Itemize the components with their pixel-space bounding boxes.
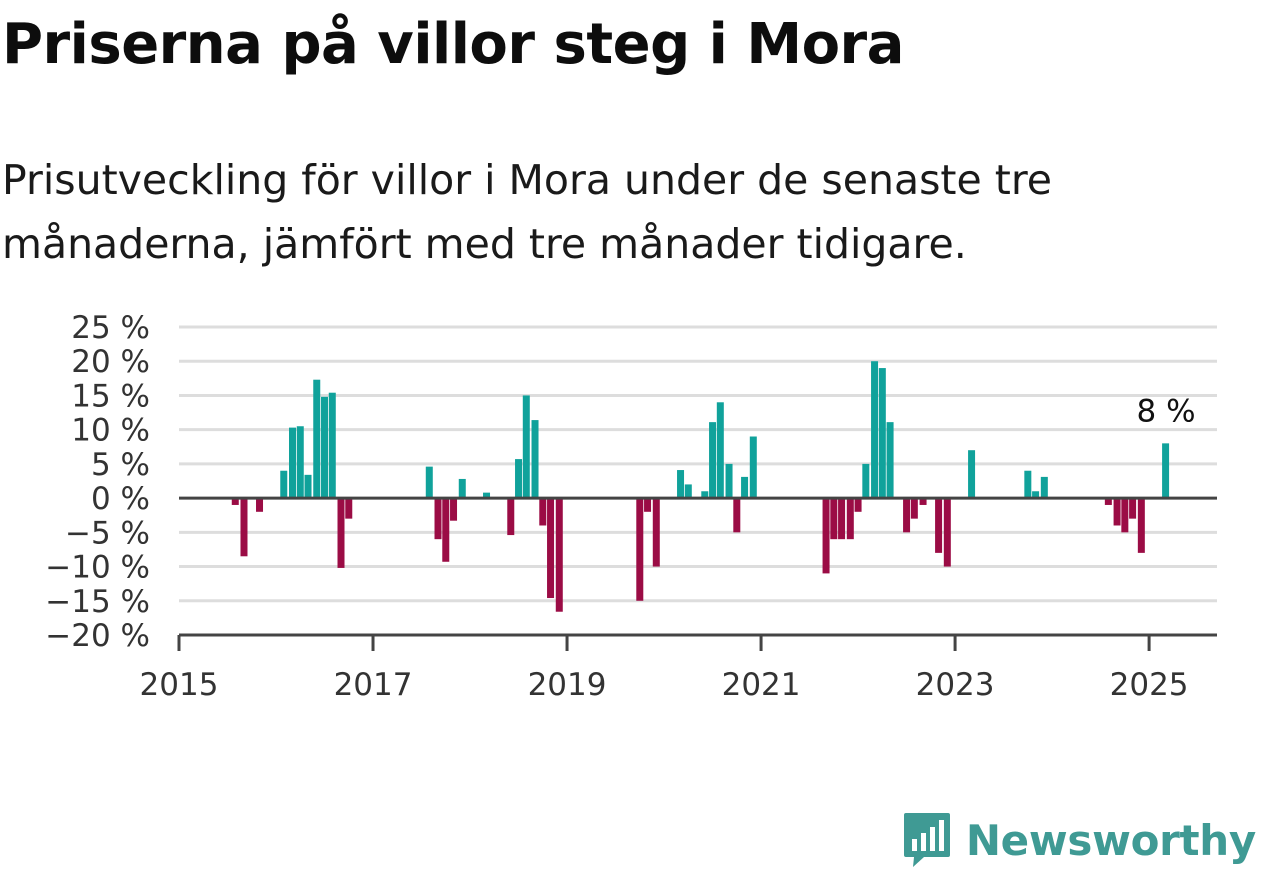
bar xyxy=(240,498,248,557)
x-tick-label: 2023 xyxy=(916,667,995,703)
bar xyxy=(886,422,894,499)
y-tick-label: 15 % xyxy=(71,378,150,414)
bar xyxy=(838,498,846,540)
bar xyxy=(345,498,353,519)
bar xyxy=(935,498,943,553)
bar xyxy=(256,498,264,512)
value-annotation: 8 % xyxy=(1137,393,1196,429)
bar xyxy=(280,470,288,499)
bar xyxy=(296,426,304,499)
bar xyxy=(968,450,976,499)
bar xyxy=(684,484,692,499)
bar xyxy=(644,498,652,512)
x-tick-label: 2019 xyxy=(528,667,607,703)
bar xyxy=(709,422,717,499)
bar xyxy=(547,498,555,599)
x-tick-label: 2017 xyxy=(334,667,413,703)
bar xyxy=(507,498,515,536)
newsworthy-logo-icon xyxy=(903,813,950,867)
bar xyxy=(483,492,491,499)
bar xyxy=(1032,491,1040,499)
bar xyxy=(1121,498,1129,533)
bar xyxy=(725,463,733,499)
x-tick-label: 2025 xyxy=(1110,667,1189,703)
y-tick-label: 5 % xyxy=(91,447,150,483)
y-tick-label: −10 % xyxy=(45,550,150,586)
bar xyxy=(442,498,450,562)
bar xyxy=(716,402,724,499)
x-tick-label: 2015 xyxy=(140,667,219,703)
bar xyxy=(231,498,239,505)
chart-subtitle: Prisutveckling för villor i Mora under d… xyxy=(2,156,1053,268)
bar xyxy=(677,470,685,499)
bar xyxy=(304,474,312,499)
bar xyxy=(539,498,547,526)
bar xyxy=(458,478,466,499)
bar xyxy=(434,498,442,540)
y-tick-label: −15 % xyxy=(45,584,150,620)
bar xyxy=(636,498,644,601)
bar xyxy=(701,491,709,499)
bars xyxy=(231,361,1170,612)
brand-name: Newsworthy xyxy=(965,815,1256,865)
bar xyxy=(328,392,336,499)
y-tick-label: 20 % xyxy=(71,344,150,380)
bar xyxy=(749,436,757,499)
y-tick-label: 10 % xyxy=(71,413,150,449)
bar xyxy=(1113,498,1121,526)
x-tick-label: 2021 xyxy=(722,667,801,703)
annotations: 8 % xyxy=(1137,393,1196,429)
bar xyxy=(531,420,539,499)
bar xyxy=(878,368,886,499)
bar xyxy=(943,498,951,567)
bar xyxy=(1024,470,1032,499)
bar xyxy=(1104,498,1112,505)
axes xyxy=(177,496,1217,651)
bar xyxy=(741,476,749,499)
bar xyxy=(854,498,862,512)
bar xyxy=(910,498,918,519)
bar xyxy=(733,498,741,533)
bar xyxy=(919,498,927,505)
bar xyxy=(830,498,838,540)
bar xyxy=(425,466,433,499)
bar xyxy=(515,459,523,499)
bar xyxy=(1137,498,1145,553)
bar xyxy=(337,498,345,568)
gridlines xyxy=(179,325,1217,603)
bar xyxy=(871,361,879,499)
y-tick-label: −20 % xyxy=(45,618,150,654)
bar xyxy=(313,379,321,499)
bar-chart: 25 %20 %15 %10 %5 %0 %−5 %−10 %−15 %−20 … xyxy=(45,310,1217,703)
bar xyxy=(822,498,830,574)
bar xyxy=(555,498,563,612)
bar xyxy=(289,427,297,499)
chart-title: Priserna på villor steg i Mora xyxy=(2,12,904,77)
bar xyxy=(321,396,329,499)
bar xyxy=(450,498,458,521)
brand-logo: Newsworthy xyxy=(902,811,1256,869)
bar xyxy=(903,498,911,533)
bar xyxy=(846,498,854,540)
bar xyxy=(1129,498,1137,519)
y-tick-label: 0 % xyxy=(91,481,150,517)
tick-labels: 25 %20 %15 %10 %5 %0 %−5 %−10 %−15 %−20 … xyxy=(45,310,1188,703)
bar xyxy=(522,395,530,499)
y-tick-label: 25 % xyxy=(71,310,150,346)
bar xyxy=(1162,443,1170,499)
y-tick-label: −5 % xyxy=(65,515,150,551)
bar xyxy=(652,498,660,567)
bar xyxy=(1040,476,1048,499)
bar xyxy=(862,463,870,499)
